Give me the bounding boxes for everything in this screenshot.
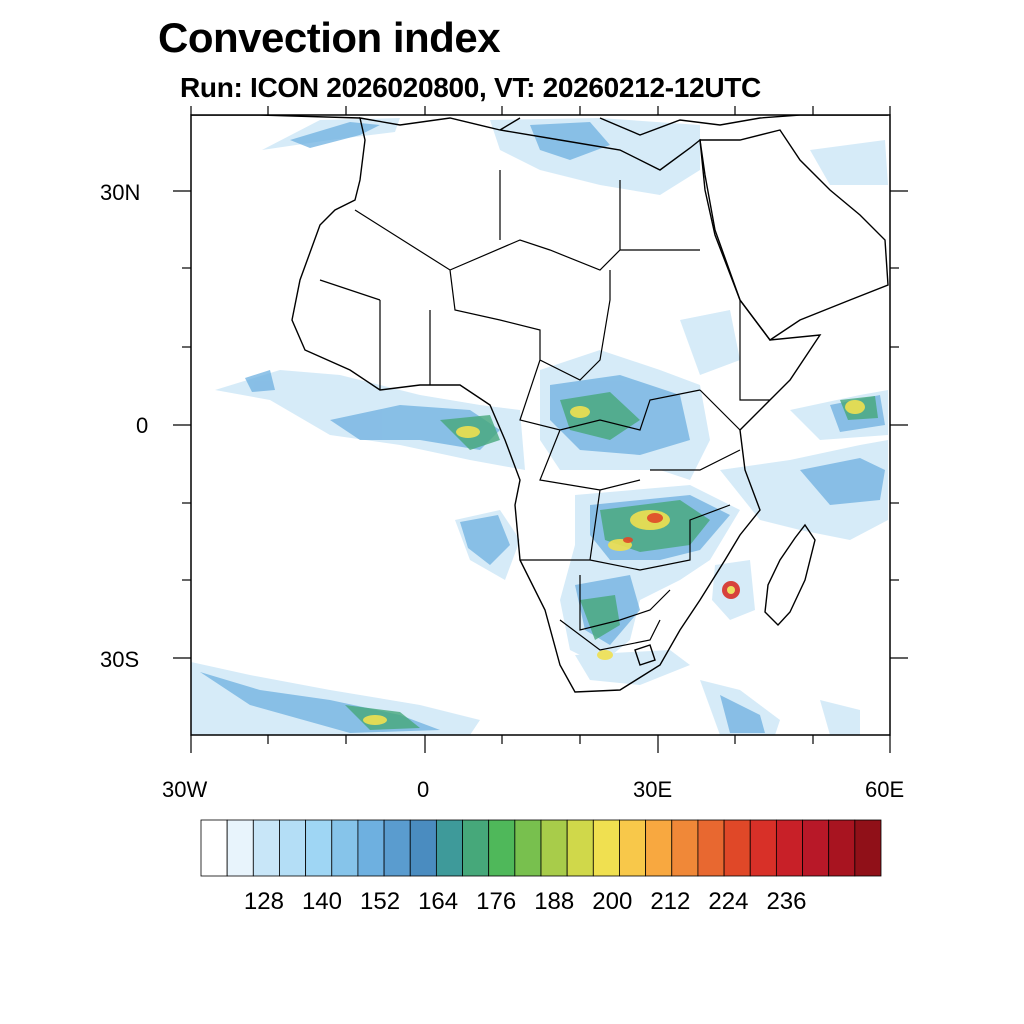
colorbar-box bbox=[226, 819, 254, 877]
colorbar-box bbox=[200, 819, 228, 877]
colorbar-label: 212 bbox=[650, 888, 691, 915]
colorbar-box bbox=[409, 819, 437, 877]
colorbar-box bbox=[488, 819, 516, 877]
colorbar-box bbox=[252, 819, 280, 877]
chart-subtitle: Run: ICON 2026020800, VT: 20260212-12UTC bbox=[180, 72, 761, 103]
colorbar-label: 236 bbox=[766, 888, 807, 915]
colorbar-box bbox=[645, 819, 673, 877]
arabia-coastline bbox=[699, 129, 889, 341]
colorbar-box bbox=[357, 819, 385, 877]
colorbar-label: 128 bbox=[243, 888, 284, 915]
colorbar-box bbox=[749, 819, 777, 877]
country-borders bbox=[319, 170, 770, 651]
convection-shading-hot bbox=[623, 513, 740, 599]
colorbar-box bbox=[671, 819, 699, 877]
colorbar bbox=[200, 819, 882, 877]
colorbar-box bbox=[775, 819, 803, 877]
colorbar-box bbox=[854, 819, 882, 877]
lesotho-border bbox=[634, 644, 656, 666]
colorbar-box bbox=[540, 819, 568, 877]
colorbar-box bbox=[828, 819, 856, 877]
convection-field bbox=[191, 118, 888, 735]
colorbar-boxes bbox=[200, 819, 882, 877]
colorbar-box bbox=[383, 819, 411, 877]
colorbar-box bbox=[619, 819, 647, 877]
colorbar-box bbox=[592, 819, 620, 877]
colorbar-box bbox=[435, 819, 463, 877]
convection-shading-light bbox=[191, 118, 888, 735]
colorbar-label: 140 bbox=[301, 888, 342, 915]
lat-label-30n: 30N bbox=[100, 180, 141, 205]
colorbar-box bbox=[697, 819, 725, 877]
lon-label-60e: 60E bbox=[865, 777, 905, 802]
coastlines bbox=[191, 115, 889, 693]
colorbar-label: 200 bbox=[592, 888, 633, 915]
lon-label-30e: 30E bbox=[633, 777, 673, 802]
colorbar-box bbox=[802, 819, 830, 877]
colorbar-box bbox=[279, 819, 307, 877]
madagascar-coastline bbox=[764, 523, 816, 627]
africa-coastline bbox=[291, 117, 822, 693]
colorbar-box bbox=[723, 819, 751, 877]
colorbar-label: 188 bbox=[534, 888, 575, 915]
lat-label-30s: 30S bbox=[100, 647, 140, 672]
lon-label-30w: 30W bbox=[162, 777, 208, 802]
chart-title: Convection index bbox=[158, 14, 501, 61]
colorbar-box bbox=[331, 819, 359, 877]
europe-coastline bbox=[191, 115, 888, 136]
lon-label-0: 0 bbox=[417, 777, 430, 802]
colorbar-box bbox=[462, 819, 490, 877]
colorbar-box bbox=[305, 819, 333, 877]
axis-ticks bbox=[173, 106, 908, 753]
colorbar-label: 176 bbox=[476, 888, 517, 915]
colorbar-label: 224 bbox=[708, 888, 749, 915]
lat-label-0: 0 bbox=[136, 413, 149, 438]
colorbar-box bbox=[566, 819, 594, 877]
colorbar-box bbox=[514, 819, 542, 877]
colorbar-label: 164 bbox=[418, 888, 459, 915]
colorbar-label: 152 bbox=[360, 888, 401, 915]
